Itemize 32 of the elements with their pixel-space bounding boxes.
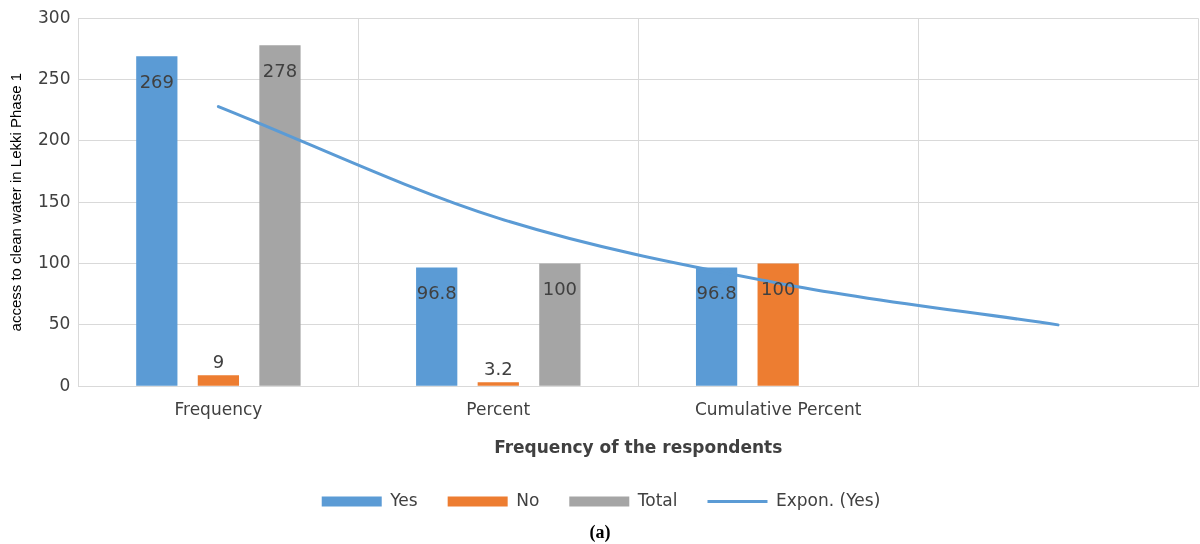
data-label: 100: [542, 278, 578, 300]
x-tick-label: Cumulative Percent: [694, 398, 862, 419]
y-tick-label: 300: [37, 6, 71, 27]
bar: [136, 56, 178, 386]
bar: [477, 382, 519, 386]
y-tick-label: 100: [37, 251, 71, 272]
data-label: 278: [262, 59, 298, 81]
bar: [539, 263, 581, 386]
data-label: 9: [212, 350, 225, 372]
bar: [197, 375, 240, 386]
data-label: 3.2: [483, 357, 513, 379]
y-axis-title: access to clean water in Lekki Phase 1: [7, 72, 25, 332]
data-label: 96.8: [416, 282, 457, 304]
y-tick-label: 250: [37, 67, 71, 88]
data-label: 96.8: [696, 282, 737, 304]
legend-label: Expon. (Yes): [775, 489, 881, 510]
x-tick-label: Frequency: [174, 398, 263, 419]
y-tick-label: 150: [37, 190, 71, 211]
bar: [757, 263, 799, 386]
y-tick-label: 200: [37, 129, 71, 150]
bar: [416, 267, 458, 386]
x-axis-title: Frequency of the respondents: [494, 437, 783, 458]
x-tick-label: Percent: [466, 398, 531, 419]
data-label: 269: [139, 70, 174, 92]
legend-label: Yes: [389, 489, 418, 510]
y-tick-label: 50: [48, 313, 71, 334]
y-tick-label: 0: [59, 374, 71, 395]
legend-label: Total: [636, 489, 678, 510]
bar: [259, 45, 301, 386]
text: (a): [589, 521, 611, 543]
legend-label: No: [516, 489, 540, 510]
data-label: 100: [760, 278, 796, 300]
